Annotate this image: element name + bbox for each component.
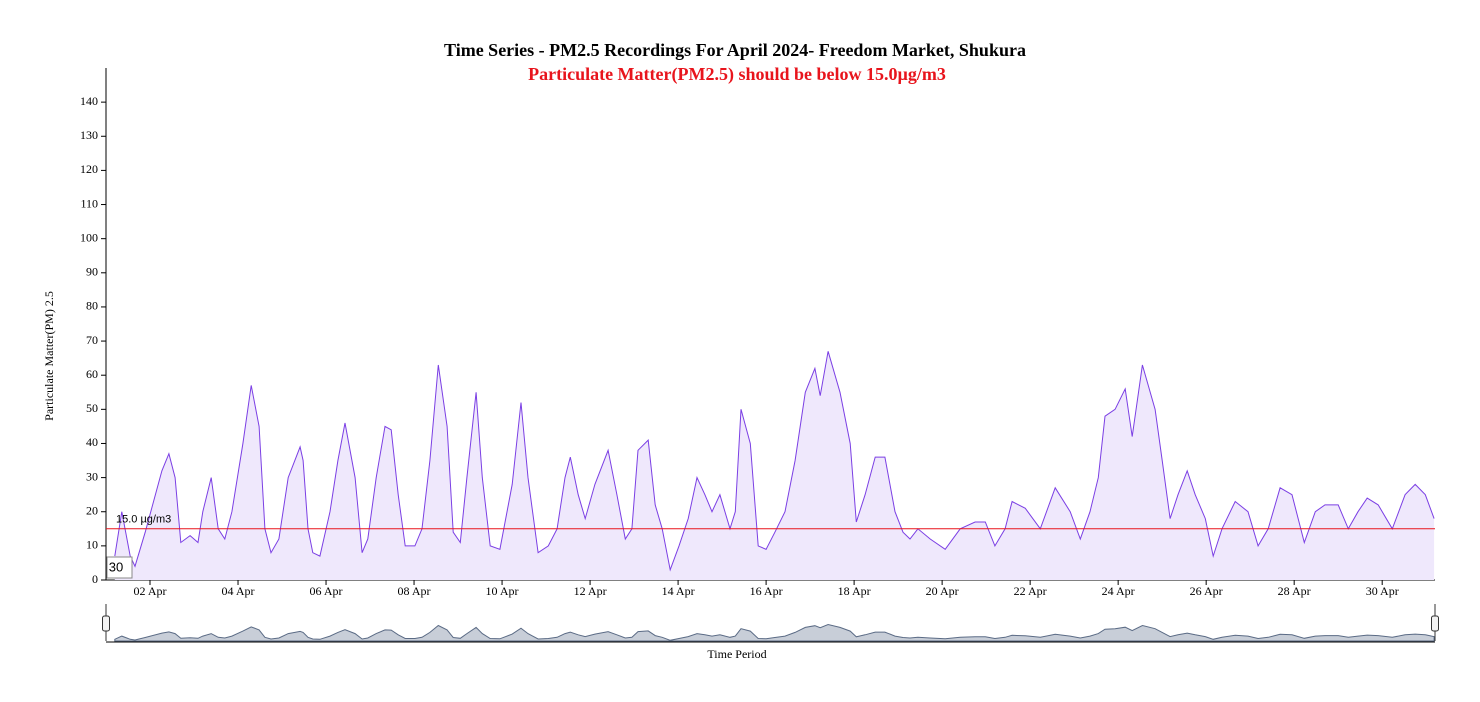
- x-tick-label: 16 Apr: [750, 584, 783, 598]
- y-tick-label: 30: [86, 469, 98, 483]
- y-tick-label: 40: [86, 435, 98, 449]
- x-axis-label: Time Period: [707, 647, 766, 661]
- x-tick-label: 02 Apr: [134, 584, 167, 598]
- x-tick-label: 12 Apr: [574, 584, 607, 598]
- x-tick-label: 24 Apr: [1102, 584, 1135, 598]
- x-tick-label: 22 Apr: [1014, 584, 1047, 598]
- navigator-area: [114, 623, 1435, 642]
- y-tick-label: 140: [80, 94, 98, 108]
- x-tick-label: 20 Apr: [926, 584, 959, 598]
- y-tick-label: 60: [86, 367, 98, 381]
- y-tick-label: 10: [86, 538, 98, 552]
- navigator-handle[interactable]: [102, 615, 110, 632]
- threshold-label: 15.0 µg/m3: [116, 514, 171, 526]
- y-tick-label: 20: [86, 503, 98, 517]
- y-tick-label: 120: [80, 162, 98, 176]
- x-tick-label: 10 Apr: [486, 584, 519, 598]
- chart-title: Time Series - PM2.5 Recordings For April…: [444, 40, 1026, 60]
- y-tick-label: 0: [92, 572, 98, 586]
- y-tick-label: 110: [80, 196, 98, 210]
- x-tick-label: 04 Apr: [222, 584, 255, 598]
- y-axis-label: Particulate Matter(PM) 2.5: [42, 291, 56, 421]
- navigator-handle[interactable]: [1431, 615, 1439, 632]
- x-tick-label: 06 Apr: [310, 584, 343, 598]
- y-tick-label: 80: [86, 299, 98, 313]
- x-tick-label: 28 Apr: [1278, 584, 1311, 598]
- x-tick-label: 08 Apr: [398, 584, 431, 598]
- x-tick-label: 26 Apr: [1190, 584, 1223, 598]
- y-tick-label: 90: [86, 265, 98, 279]
- y-tick-label: 50: [86, 401, 98, 415]
- annotation-box: [106, 556, 133, 579]
- area-fill: [114, 351, 1435, 580]
- annotation: 30: [109, 559, 123, 574]
- y-tick-label: 100: [80, 230, 98, 244]
- x-tick-label: 18 Apr: [838, 584, 871, 598]
- area-line: [114, 351, 1435, 572]
- y-tick-label: 70: [86, 333, 98, 347]
- x-tick-label: 30 Apr: [1366, 584, 1399, 598]
- chart-subtitle: Particulate Matter(PM2.5) should be belo…: [528, 64, 946, 85]
- x-tick-label: 14 Apr: [662, 584, 695, 598]
- y-tick-label: 130: [80, 128, 98, 142]
